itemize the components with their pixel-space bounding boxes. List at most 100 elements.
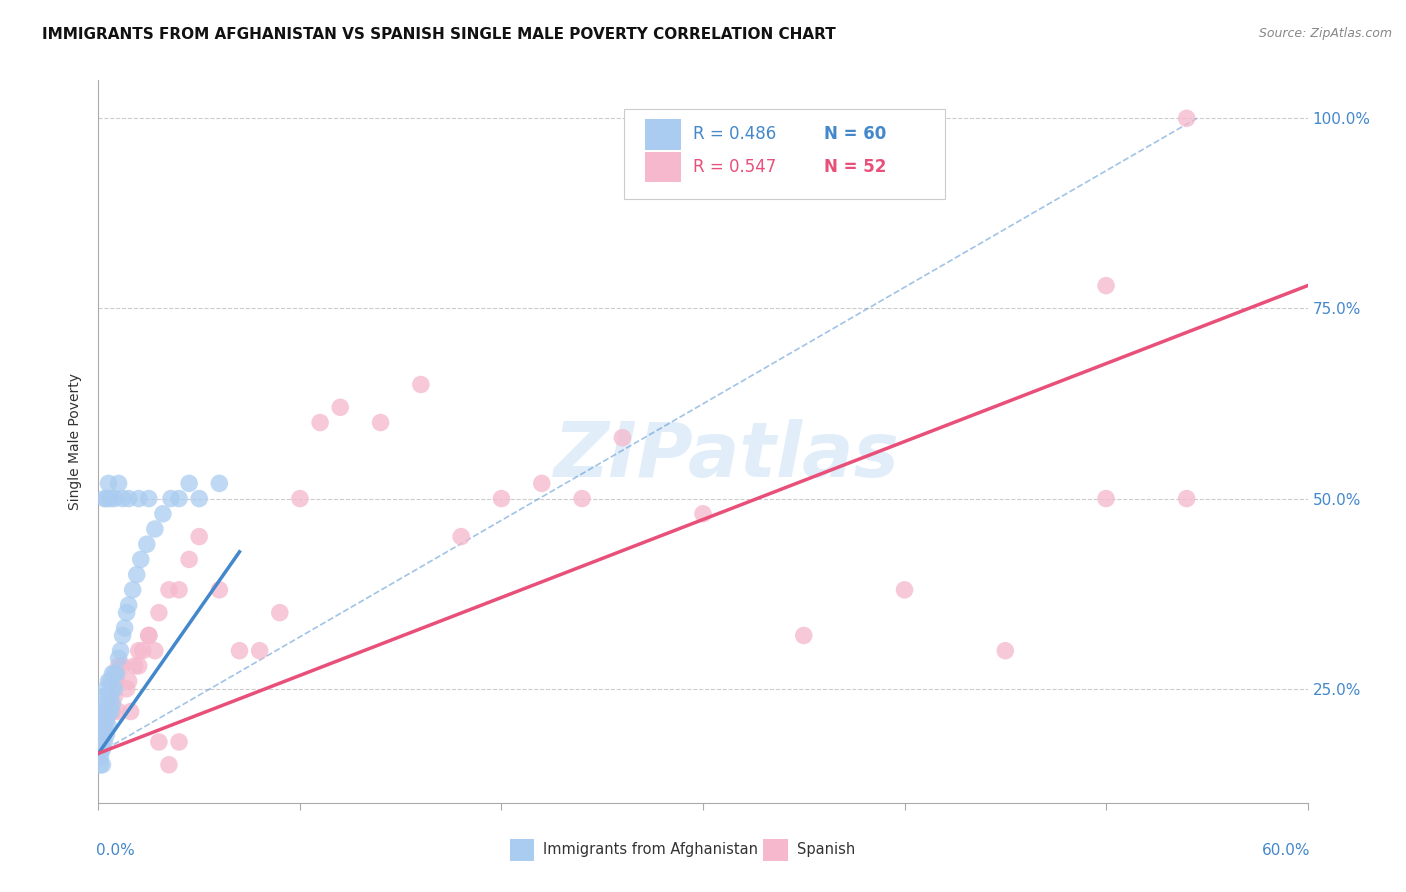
FancyBboxPatch shape <box>645 120 682 150</box>
Point <box>143 643 166 657</box>
Point <box>118 674 141 689</box>
Point <box>893 582 915 597</box>
Point <box>96 681 118 696</box>
Point <box>96 712 118 726</box>
Point <box>129 552 152 566</box>
Point <box>530 476 553 491</box>
Point <box>128 491 150 506</box>
Point <box>143 522 166 536</box>
Point <box>167 491 190 506</box>
Point <box>91 712 114 726</box>
Text: Immigrants from Afghanistan: Immigrants from Afghanistan <box>543 842 758 857</box>
Point <box>138 491 160 506</box>
Point <box>111 659 134 673</box>
Point <box>167 735 190 749</box>
Point <box>89 720 111 734</box>
Point <box>612 431 634 445</box>
Point <box>100 705 122 719</box>
Point <box>100 690 122 704</box>
Point <box>100 697 122 711</box>
Point <box>120 705 142 719</box>
Point <box>105 666 128 681</box>
Point <box>101 697 124 711</box>
Point <box>148 735 170 749</box>
Text: 0.0%: 0.0% <box>96 843 135 857</box>
Point <box>118 491 141 506</box>
Point <box>93 720 115 734</box>
Point <box>96 727 118 741</box>
Point <box>97 720 120 734</box>
Point <box>101 681 124 696</box>
Point <box>103 666 125 681</box>
Point <box>115 681 138 696</box>
Point <box>101 705 124 719</box>
Text: N = 60: N = 60 <box>824 126 886 144</box>
Point <box>148 606 170 620</box>
Point <box>93 735 115 749</box>
Point <box>91 720 114 734</box>
Text: Spanish: Spanish <box>797 842 856 857</box>
Text: N = 52: N = 52 <box>824 158 886 176</box>
Point <box>409 377 432 392</box>
Point <box>97 705 120 719</box>
Text: ZIPatlas: ZIPatlas <box>554 419 900 493</box>
Point <box>128 659 150 673</box>
Point <box>188 530 211 544</box>
FancyBboxPatch shape <box>645 152 682 182</box>
Text: 60.0%: 60.0% <box>1261 843 1310 857</box>
Point <box>1095 491 1118 506</box>
Point <box>89 735 111 749</box>
Point <box>160 491 183 506</box>
Point <box>135 537 157 551</box>
Point <box>132 643 155 657</box>
Text: Source: ZipAtlas.com: Source: ZipAtlas.com <box>1258 27 1392 40</box>
Point <box>91 735 114 749</box>
Point <box>1095 278 1118 293</box>
Point <box>118 598 141 612</box>
Point <box>103 681 125 696</box>
Point <box>114 621 136 635</box>
Point <box>97 674 120 689</box>
Point <box>103 690 125 704</box>
Point <box>121 582 143 597</box>
Point <box>370 416 392 430</box>
Point <box>105 674 128 689</box>
Point <box>97 690 120 704</box>
Point <box>101 666 124 681</box>
Point <box>1175 112 1198 126</box>
Point <box>91 705 114 719</box>
Point <box>96 697 118 711</box>
Point <box>89 742 111 756</box>
Point <box>288 491 311 506</box>
Point <box>309 416 332 430</box>
Point <box>167 582 190 597</box>
Point <box>152 507 174 521</box>
Point <box>115 606 138 620</box>
Point <box>103 491 125 506</box>
Point <box>128 643 150 657</box>
Point <box>89 727 111 741</box>
Point <box>994 643 1017 657</box>
Point <box>179 476 201 491</box>
Point <box>1175 491 1198 506</box>
Point <box>188 491 211 506</box>
Point <box>329 401 352 415</box>
Text: R = 0.547: R = 0.547 <box>693 158 776 176</box>
Point <box>157 757 180 772</box>
FancyBboxPatch shape <box>763 838 787 861</box>
Point <box>97 705 120 719</box>
Point <box>93 720 115 734</box>
Point <box>111 628 134 642</box>
Point <box>571 491 593 506</box>
Y-axis label: Single Male Poverty: Single Male Poverty <box>69 373 83 510</box>
Point <box>96 491 118 506</box>
Point <box>107 659 129 673</box>
Point <box>97 476 120 491</box>
Point <box>100 674 122 689</box>
Point <box>491 491 513 506</box>
Point <box>125 567 148 582</box>
Point <box>100 491 122 506</box>
Point <box>110 643 132 657</box>
Point <box>107 705 129 719</box>
Point <box>269 606 291 620</box>
